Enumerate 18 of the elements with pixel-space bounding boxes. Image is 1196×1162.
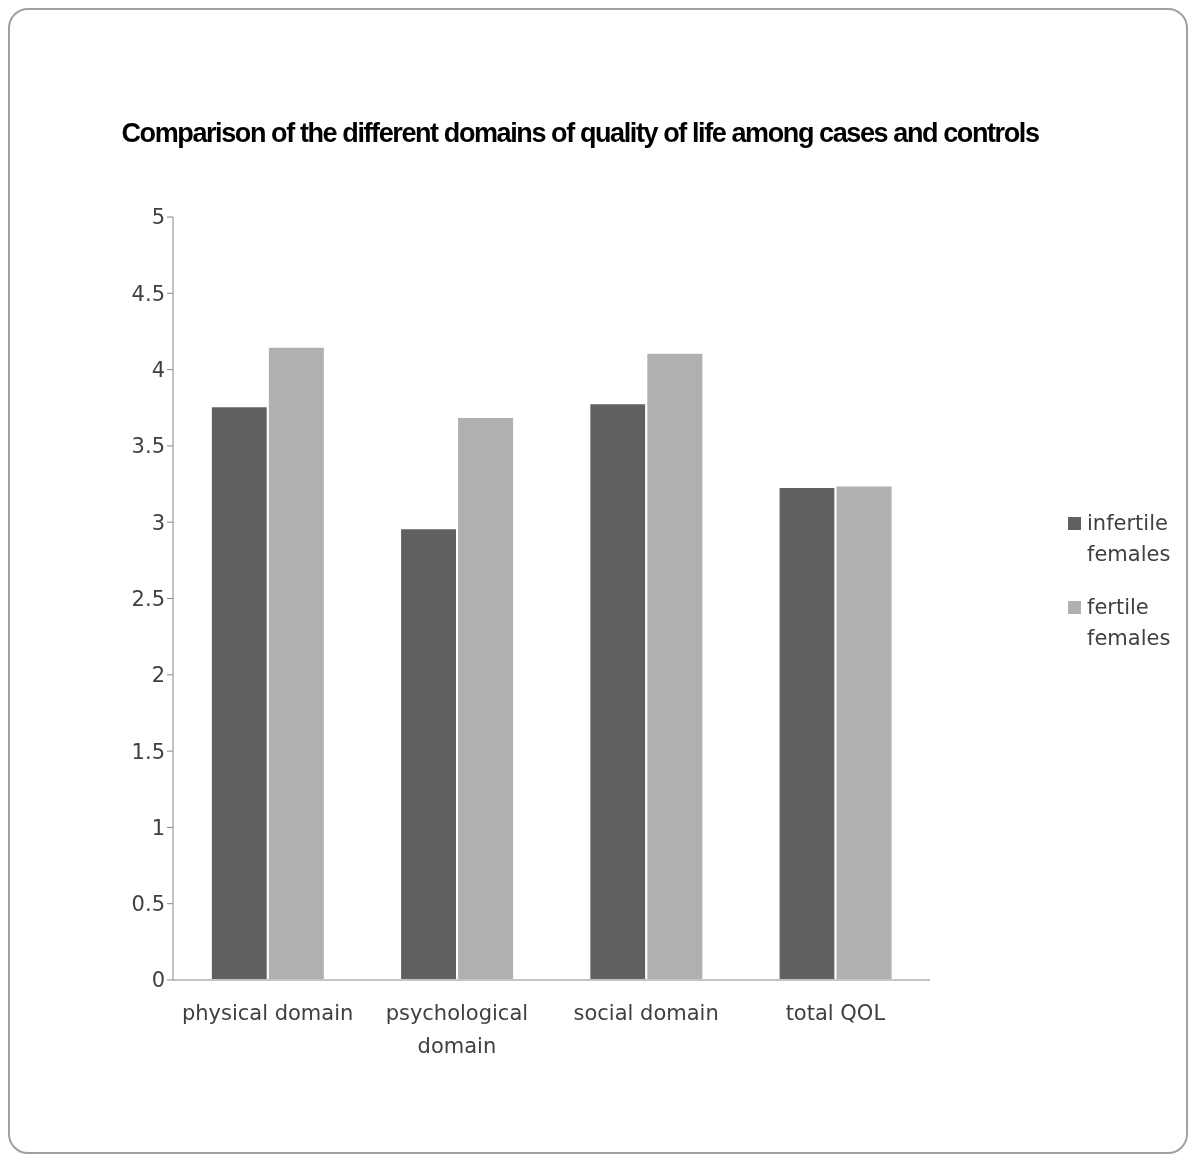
y-tick-label: 3 bbox=[151, 510, 165, 535]
legend-label: infertile females bbox=[1087, 510, 1172, 568]
y-tick-label: 0 bbox=[151, 968, 165, 993]
y-tick-label: 3.5 bbox=[131, 434, 165, 459]
x-tick-label: psychological domain bbox=[385, 1001, 529, 1058]
y-tick-label: 1.5 bbox=[131, 739, 165, 764]
y-tick-label: 1 bbox=[151, 815, 165, 840]
x-tick-label: physical domain bbox=[181, 1001, 354, 1025]
y-tick-label: 4.5 bbox=[131, 281, 165, 306]
y-tick-label: 2 bbox=[151, 663, 165, 688]
chart-title: Comparison of the different domains of quality of life among cases and controls bbox=[120, 118, 1040, 149]
x-tick-label: social domain bbox=[573, 1001, 719, 1025]
y-tick-label: 2.5 bbox=[131, 586, 165, 611]
x-tick-label: total QOL bbox=[785, 1001, 886, 1025]
y-tick-label: 5 bbox=[151, 205, 165, 230]
y-tick-label: 4 bbox=[151, 358, 165, 383]
legend-label: fertile females bbox=[1087, 594, 1172, 652]
y-tick-label: 0.5 bbox=[131, 892, 165, 917]
